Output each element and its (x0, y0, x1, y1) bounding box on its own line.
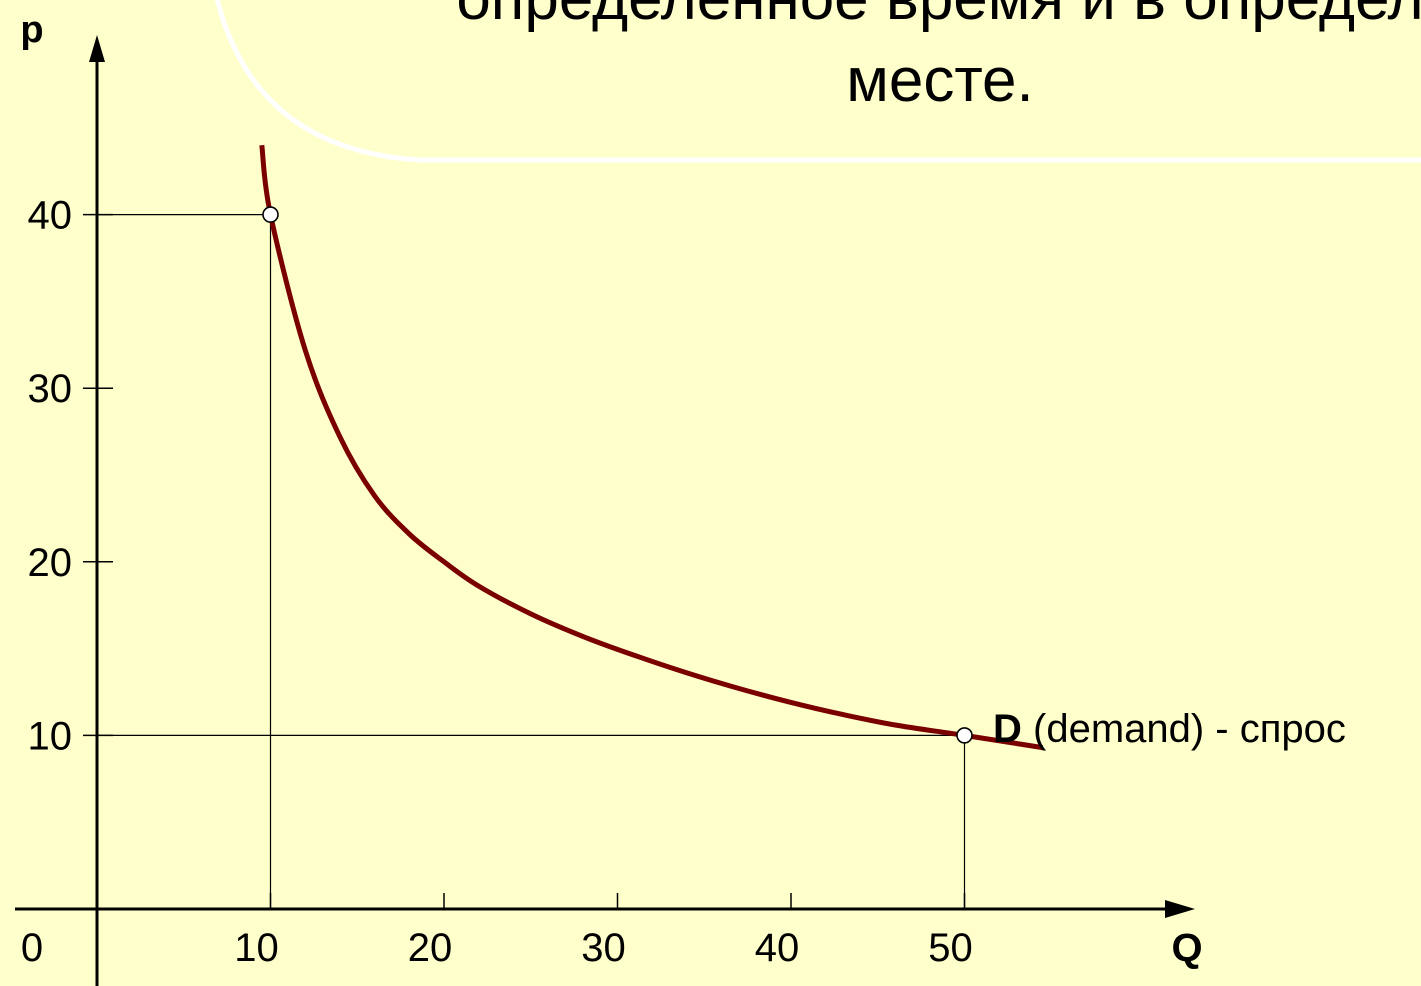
chart-labels: 10 20 30 40 50 10 20 30 40 0 Qp D (demand) - спрос (20, 9, 1346, 970)
y-tick-label: 30 (28, 367, 73, 411)
axes (15, 35, 1195, 986)
x-tick-label: 10 (234, 926, 279, 970)
y-axis-arrow (89, 35, 105, 62)
guide-lines (97, 214, 966, 909)
highlighted-point (956, 727, 973, 744)
demand-curve-line (259, 144, 1043, 751)
x-tick-label: 40 (755, 926, 800, 970)
x-tick-label: 20 (408, 926, 453, 970)
slide-title-line-1: определенное время и в определ (200, 0, 1421, 30)
ticks (83, 213, 966, 909)
demand-curve-label: D (demand) - спрос (993, 707, 1346, 751)
x-tick-label: 30 (581, 926, 626, 970)
y-tick-label: 20 (28, 541, 73, 585)
highlighted-point (262, 206, 279, 223)
curve-layer (259, 144, 1043, 751)
demand-curve-label-letter: D (993, 707, 1022, 751)
y-tick-label: 10 (28, 714, 73, 758)
y-axis-title: p (20, 9, 43, 51)
x-tick-label: 50 (928, 926, 973, 970)
origin-label: 0 (21, 926, 43, 970)
slide-title-line-2: месте. (846, 46, 1034, 115)
demand-curve-label-text: (demand) - спрос (1022, 707, 1346, 751)
x-axis-title: Q (1171, 926, 1202, 970)
x-axis-arrow (1165, 900, 1195, 918)
highlighted-points (262, 206, 973, 744)
title-box-border (214, 0, 1421, 163)
y-tick-label: 40 (28, 194, 73, 238)
